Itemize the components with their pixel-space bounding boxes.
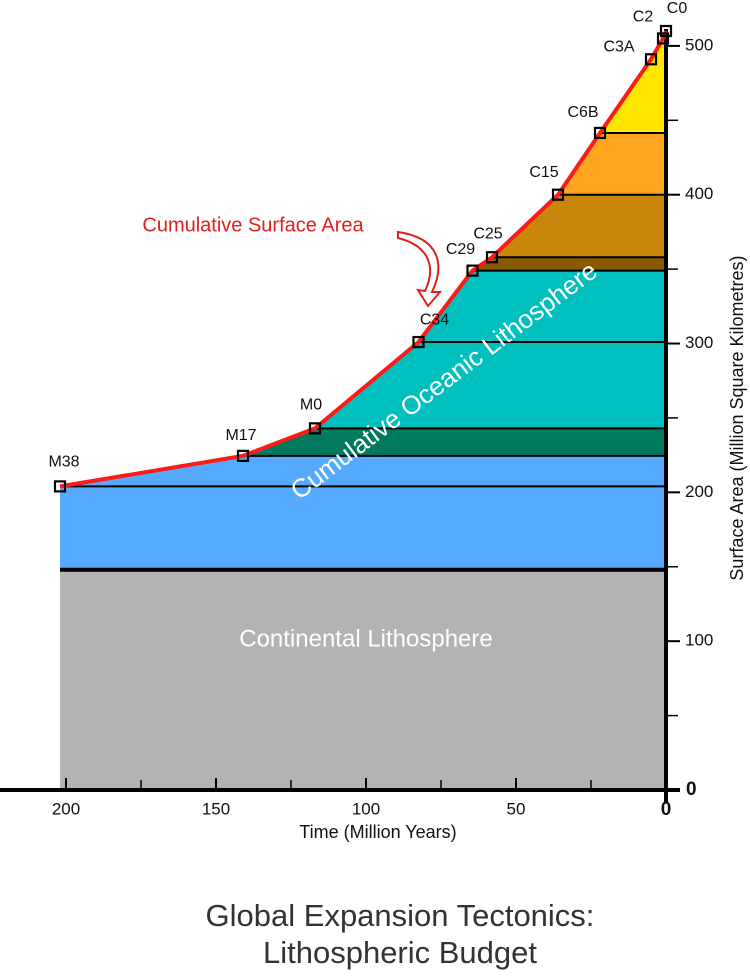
point-label: M0 <box>300 397 322 414</box>
band <box>60 569 666 790</box>
point-label: C29 <box>446 241 475 258</box>
band <box>60 31 666 134</box>
y-tick-label: 300 <box>685 333 713 352</box>
data-point <box>644 53 658 66</box>
y-tick-label: 200 <box>685 482 713 501</box>
data-point <box>593 126 607 140</box>
annotation-arrow <box>397 230 443 308</box>
y-tick-label: 0 <box>686 779 697 800</box>
point-label: C6B <box>567 104 598 121</box>
bands <box>60 31 666 790</box>
x-tick-label: 0 <box>661 799 672 820</box>
x-tick-label: 200 <box>52 799 80 818</box>
data-point <box>412 335 425 349</box>
data-point <box>659 24 673 38</box>
cumulative-line <box>59 30 668 489</box>
point-label: M38 <box>48 454 79 471</box>
data-point <box>466 264 479 277</box>
data-point <box>236 449 250 462</box>
data-point <box>551 188 565 201</box>
point-label: C34 <box>420 311 449 328</box>
data-point <box>485 251 499 264</box>
y-tick-label: 400 <box>685 184 713 203</box>
y-tick-label: 500 <box>685 35 713 54</box>
title-line: Lithospheric Budget <box>263 935 537 970</box>
y-tick-label: 100 <box>685 631 713 650</box>
point-label: C0 <box>667 0 688 17</box>
data-point <box>656 32 670 45</box>
data-point <box>53 480 67 493</box>
point-label: M17 <box>225 427 256 444</box>
y-axis-label: Surface Area (Million Square Kilometres) <box>727 255 747 580</box>
point-label: C2 <box>633 9 654 26</box>
point-label: C3A <box>603 38 634 55</box>
x-tick-label: 100 <box>352 799 380 818</box>
point-label: C15 <box>529 164 558 181</box>
curve-annotation: Cumulative Surface Area <box>142 214 364 236</box>
band <box>60 485 666 571</box>
x-tick-label: 150 <box>202 799 230 818</box>
point-label: C25 <box>473 225 502 242</box>
title-line: Global Expansion Tectonics: <box>206 898 595 933</box>
x-axis-label: Time (Million Years) <box>299 822 456 842</box>
x-tick-label: 50 <box>507 799 526 818</box>
continental-label: Continental Lithosphere <box>239 625 493 652</box>
data-point <box>308 422 322 435</box>
